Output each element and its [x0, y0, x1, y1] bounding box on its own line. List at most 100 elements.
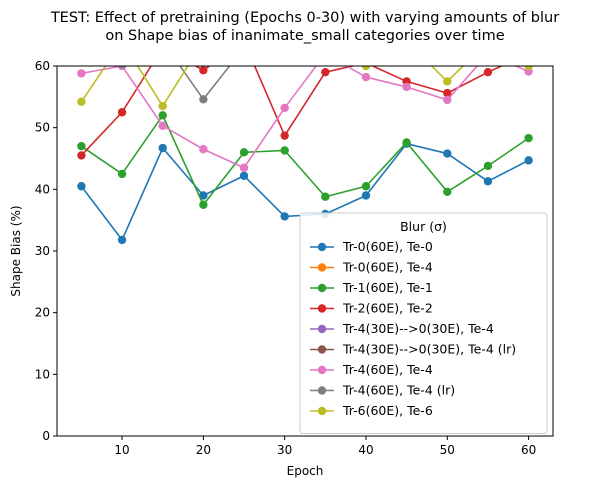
series-point: [199, 191, 208, 200]
y-axis-label: Shape Bias (%): [9, 205, 23, 296]
series-point: [199, 66, 208, 75]
legend-label: Tr-1(60E), Te-1: [342, 280, 433, 295]
series-point: [524, 133, 533, 143]
legend-swatch-marker: [317, 283, 327, 293]
series-point: [524, 49, 532, 57]
series-point: [77, 182, 86, 191]
x-axis-label: Epoch: [287, 464, 324, 478]
x-tick-label: 10: [114, 443, 129, 457]
series-point: [361, 66, 371, 71]
series-point: [77, 43, 85, 51]
series-point: [158, 111, 167, 120]
legend-item: Tr-4(60E), Te-4 (lr): [310, 383, 455, 398]
series-point: [483, 67, 493, 77]
series-point: [402, 82, 411, 92]
series: [77, 66, 533, 111]
series-point: [280, 131, 289, 140]
series-point: [321, 192, 330, 201]
series-point: [77, 151, 86, 160]
series-point: [443, 149, 452, 158]
legend-swatch-marker: [317, 386, 327, 395]
x-tick-label: 60: [521, 443, 536, 457]
series-point: [239, 163, 249, 172]
legend: Blur (σ) Tr-0(60E), Te-0 Tr-0(60E), Te-4 Tr…: [299, 212, 548, 434]
series-point: [443, 95, 452, 105]
series-point: [443, 77, 452, 86]
series-point: [524, 37, 532, 45]
series-point: [158, 143, 167, 153]
series-point: [199, 95, 208, 104]
series-point: [402, 138, 411, 147]
y-tick-label: 60: [35, 59, 50, 73]
series-point: [361, 182, 371, 191]
chart-title: TEST: Effect of pretraining (Epochs 0-30…: [50, 10, 559, 44]
legend-item: Tr-4(30E)-->0(30E), Te-4 (lr): [310, 342, 516, 357]
y-tick-label: 30: [35, 244, 50, 258]
series-line: [81, 66, 529, 169]
series-point: [118, 66, 126, 69]
legend-label: Tr-4(60E), Te-4: [342, 362, 433, 377]
legend-swatch-marker: [317, 242, 327, 252]
series-point: [361, 191, 371, 200]
series-point: [159, 43, 167, 51]
legend-item: Tr-1(60E), Te-1: [310, 280, 433, 295]
legend-swatch-marker: [317, 365, 327, 375]
legend-box: [299, 212, 548, 434]
x-tick-label: 20: [196, 443, 211, 457]
legend-swatch-marker: [317, 406, 327, 416]
series-point: [158, 101, 167, 111]
legend-swatch-marker: [317, 263, 327, 272]
series-point: [117, 169, 127, 179]
legend-item: Tr-4(60E), Te-4: [310, 362, 433, 377]
x-axis: 10 20 30 40 50 60: [114, 436, 536, 457]
series-point: [280, 103, 289, 113]
series-point: [524, 156, 533, 165]
y-axis: 0 10 20 30 40 50 60: [35, 59, 57, 443]
chart-title-line: TEST: Effect of pretraining (Epochs 0-30…: [50, 10, 559, 26]
legend-item: Tr-6(60E), Te-6: [310, 403, 433, 418]
legend-item: Tr-0(60E), Te-4: [310, 260, 433, 275]
series: [77, 49, 533, 172]
series-point: [199, 200, 208, 209]
legend-swatch-marker: [317, 345, 327, 354]
series-point: [483, 177, 493, 186]
series-point: [77, 141, 86, 151]
legend-label: Tr-4(30E)-->0(30E), Te-4 (lr): [342, 342, 516, 357]
y-tick-label: 50: [35, 121, 50, 135]
legend-label: Tr-4(30E)-->0(30E), Te-4: [342, 321, 494, 336]
x-tick-label: 50: [440, 443, 455, 457]
y-tick-label: 40: [35, 182, 50, 196]
legend-label: Tr-4(60E), Te-4 (lr): [342, 383, 455, 398]
legend-item: Tr-0(60E), Te-0: [310, 239, 433, 254]
legend-item: Tr-2(60E), Te-2: [310, 301, 433, 316]
legend-swatch-marker: [317, 304, 327, 313]
series-point: [321, 43, 329, 51]
legend-label: Tr-6(60E), Te-6: [342, 403, 433, 418]
series-point: [158, 121, 167, 131]
series-point: [240, 43, 248, 51]
series-point: [483, 161, 493, 171]
series-line: [80, 66, 529, 107]
series-point: [361, 72, 371, 82]
series-point: [117, 108, 127, 117]
series-point: [239, 148, 249, 157]
series-line: [80, 114, 530, 206]
legend-label: Tr-0(60E), Te-4: [342, 260, 433, 275]
series-point: [280, 212, 289, 221]
series: [77, 111, 533, 209]
series: [77, 43, 532, 160]
series-point: [239, 171, 249, 180]
series-point: [443, 187, 452, 196]
series-point: [117, 235, 127, 245]
legend-title: Blur (σ): [400, 219, 447, 234]
chart-title-line: on Shape bias of inanimate_small categor…: [105, 28, 504, 44]
legend-label: Tr-2(60E), Te-2: [342, 301, 433, 316]
series-point: [524, 66, 533, 71]
x-tick-label: 30: [277, 443, 292, 457]
series-point: [199, 145, 208, 154]
series-point: [321, 49, 329, 57]
y-tick-label: 0: [42, 429, 50, 443]
legend-label: Tr-0(60E), Te-0: [342, 239, 433, 254]
y-tick-label: 10: [35, 367, 50, 381]
